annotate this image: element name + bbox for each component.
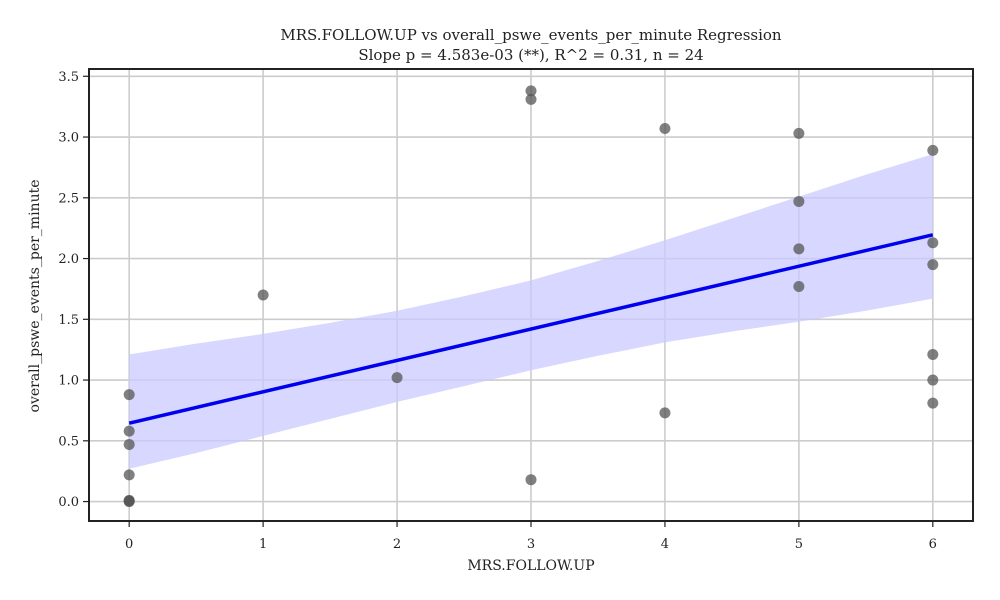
x-tick-label: 1 xyxy=(259,537,267,552)
data-point xyxy=(123,438,135,450)
data-point xyxy=(793,280,805,292)
y-axis-label: overall_pswe_events_per_minute xyxy=(27,180,43,413)
data-point xyxy=(793,243,805,255)
data-point xyxy=(927,144,939,156)
data-point xyxy=(927,237,939,249)
x-tick-label: 4 xyxy=(661,537,669,552)
y-tick-label: 2.5 xyxy=(58,191,79,206)
data-point xyxy=(793,195,805,207)
data-point xyxy=(659,407,671,419)
y-tick-label: 1.5 xyxy=(58,313,79,328)
regression-line-layer xyxy=(128,233,934,425)
y-axis-ticks: 0.0 0.5 1.0 1.5 2.0 2.5 3.0 3.5 xyxy=(58,70,89,510)
data-point xyxy=(123,389,135,401)
regression-line xyxy=(128,233,934,425)
x-axis-label: MRS.FOLLOW.UP xyxy=(467,558,594,574)
y-tick-label: 3.5 xyxy=(58,70,79,85)
y-tick-label: 0.0 xyxy=(58,495,79,510)
data-point xyxy=(525,85,537,97)
data-point xyxy=(123,425,135,437)
confidence-band xyxy=(129,154,933,469)
confidence-band-layer xyxy=(129,154,933,469)
x-tick-label: 0 xyxy=(125,537,133,552)
data-point xyxy=(659,123,671,135)
data-point xyxy=(123,469,135,481)
data-point xyxy=(123,496,135,508)
x-axis-ticks: 0 1 2 3 4 5 6 xyxy=(125,521,937,552)
data-point xyxy=(793,127,805,139)
x-tick-label: 5 xyxy=(795,537,803,552)
x-tick-label: 6 xyxy=(929,537,937,552)
data-point xyxy=(927,259,939,271)
data-point xyxy=(927,397,939,409)
data-point xyxy=(525,474,537,486)
data-point xyxy=(391,372,403,384)
data-point xyxy=(525,93,537,105)
data-point xyxy=(927,349,939,361)
y-tick-label: 2.0 xyxy=(58,252,79,267)
chart-subtitle: Slope p = 4.583e-03 (**), R^2 = 0.31, n … xyxy=(358,46,703,64)
y-tick-label: 3.0 xyxy=(58,131,79,146)
y-tick-label: 0.5 xyxy=(58,434,79,449)
y-tick-label: 1.0 xyxy=(58,374,79,389)
x-tick-label: 2 xyxy=(393,537,401,552)
scatter-points xyxy=(123,85,939,508)
data-point xyxy=(927,374,939,386)
chart-title: MRS.FOLLOW.UP vs overall_pswe_events_per… xyxy=(280,26,782,44)
data-point xyxy=(257,289,269,301)
x-tick-label: 3 xyxy=(527,537,535,552)
